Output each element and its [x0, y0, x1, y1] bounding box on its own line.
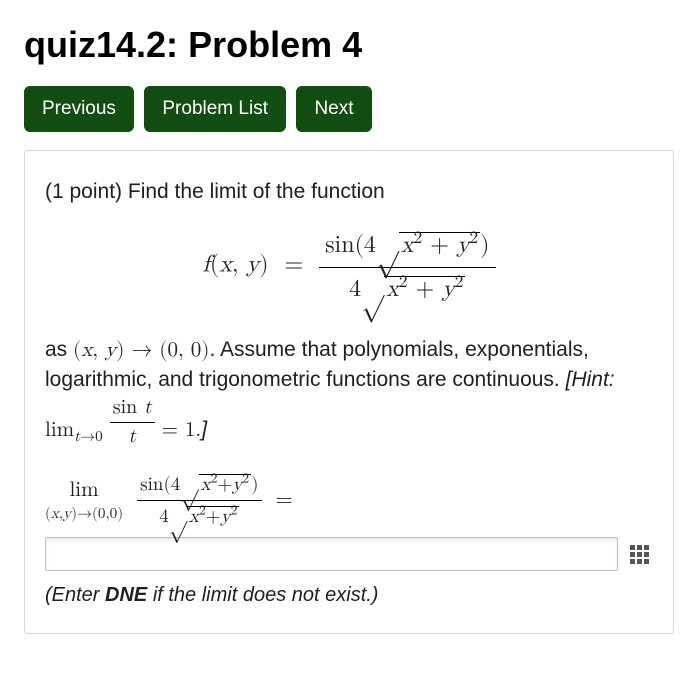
keypad-icon[interactable]: [626, 541, 653, 568]
previous-button[interactable]: Previous: [24, 86, 134, 132]
enter-note: (Enter DNE if the limit does not exist.): [45, 581, 653, 609]
page-title: quiz14.2: Problem 4: [24, 24, 676, 66]
problem-box: (1 point) Find the limit of the function…: [24, 150, 674, 634]
dne-bold: DNE: [105, 584, 147, 606]
problem-list-button[interactable]: Problem List: [144, 86, 286, 132]
problem-label: Problem 4: [188, 24, 362, 65]
as-text: as: [45, 338, 73, 361]
answer-row: [45, 537, 653, 571]
next-button[interactable]: Next: [296, 86, 371, 132]
points-line: (1 point) Find the limit of the function: [45, 177, 653, 206]
nav-bar: Previous Problem List Next: [24, 86, 676, 132]
function-definition: f(x, y) = sin(4√x2 + y2) 4√x2 + y2: [45, 226, 653, 308]
lim-label: lim: [45, 476, 123, 505]
problem-text: as (x, y) → (0, 0). Assume that polynomi…: [45, 335, 653, 452]
quiz-label: quiz14.2:: [24, 24, 178, 65]
answer-expression: lim (x,y)→(0,0) sin(4√x2+y2) 4√x2+y2 =: [45, 469, 653, 531]
answer-input[interactable]: [45, 537, 618, 571]
